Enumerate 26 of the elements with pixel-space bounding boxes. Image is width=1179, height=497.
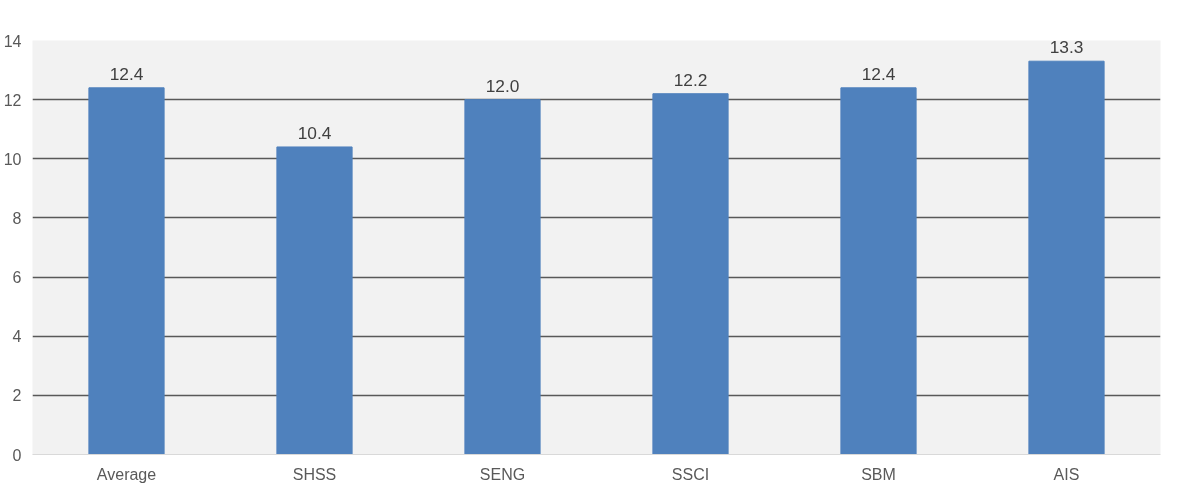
bar bbox=[652, 93, 729, 455]
data-label: 12.0 bbox=[485, 75, 520, 96]
y-tick-label: 8 bbox=[12, 209, 22, 227]
y-tick-label: 14 bbox=[3, 32, 22, 50]
x-tick-label: AIS bbox=[1053, 465, 1080, 483]
x-tick-label: SHSS bbox=[292, 465, 337, 483]
data-label: 12.4 bbox=[861, 63, 896, 84]
y-tick-label: 2 bbox=[12, 387, 22, 405]
bar bbox=[88, 87, 165, 455]
y-tick-label: 12 bbox=[3, 91, 22, 109]
bar bbox=[840, 87, 917, 455]
y-tick-label: 10 bbox=[3, 150, 22, 168]
x-tick-label: SBM bbox=[861, 465, 896, 483]
x-tick-label: SSCI bbox=[671, 465, 710, 483]
data-label: 10.4 bbox=[297, 122, 332, 143]
y-tick-label: 0 bbox=[12, 446, 22, 464]
bar bbox=[276, 146, 353, 455]
bar bbox=[1028, 60, 1105, 455]
x-tick-label: Average bbox=[96, 465, 157, 483]
y-tick-label: 4 bbox=[12, 328, 22, 346]
data-label: 12.4 bbox=[109, 63, 144, 84]
y-tick-label: 6 bbox=[12, 269, 22, 287]
bar bbox=[464, 99, 541, 455]
x-tick-label: SENG bbox=[479, 465, 526, 483]
data-label: 12.2 bbox=[673, 69, 708, 90]
data-label: 13.3 bbox=[1049, 37, 1084, 58]
